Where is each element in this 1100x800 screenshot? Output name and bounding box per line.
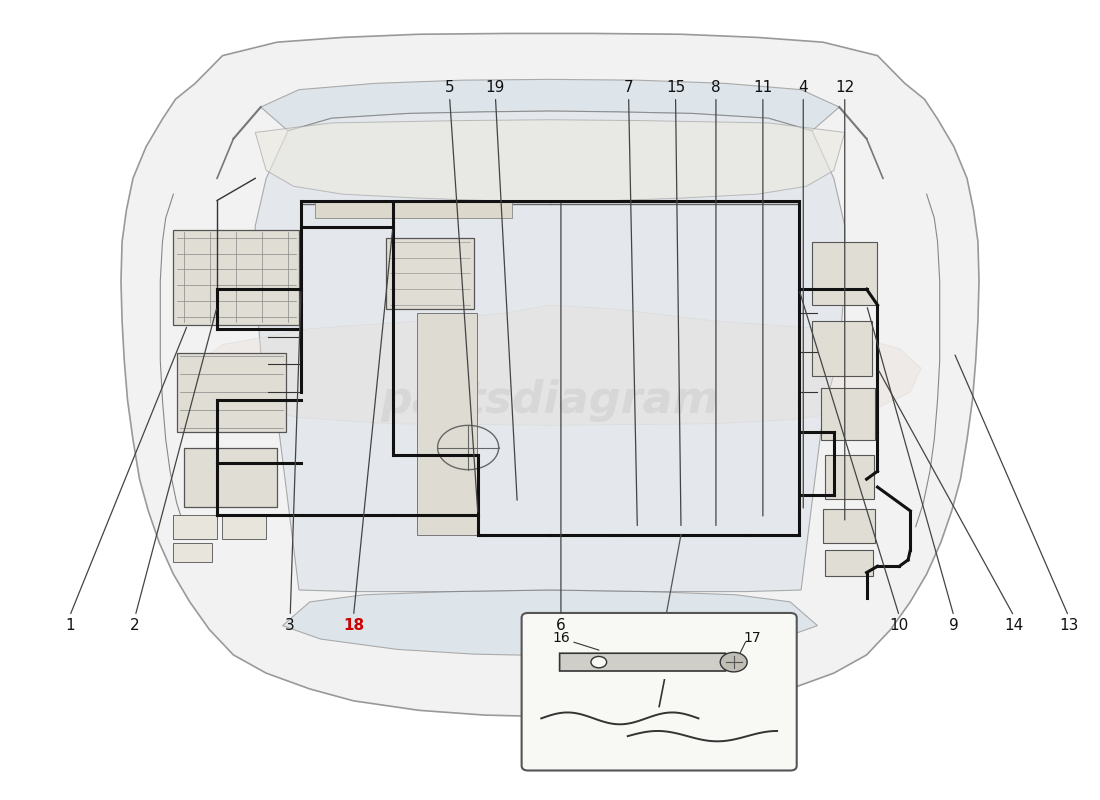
Bar [177,353,286,432]
Bar [316,202,512,218]
Text: 18: 18 [343,618,364,633]
Text: 16: 16 [552,630,570,645]
Polygon shape [255,120,845,202]
Bar [174,514,217,538]
Polygon shape [121,34,979,717]
Bar [812,242,878,305]
Text: 8: 8 [711,80,720,94]
Text: partsdiagram: partsdiagram [381,378,719,422]
Text: 12: 12 [835,80,855,94]
Bar [417,313,477,534]
Polygon shape [283,590,817,656]
Text: 4: 4 [799,80,808,94]
Text: 9: 9 [949,618,959,633]
Bar [222,514,266,538]
Bar [386,238,474,309]
Text: 5: 5 [444,80,454,94]
Bar [174,542,211,562]
Text: 13: 13 [1059,618,1078,633]
Bar [823,510,876,542]
Bar [825,455,874,499]
Text: 15: 15 [666,80,685,94]
Polygon shape [255,111,845,591]
Polygon shape [560,654,740,671]
Bar [185,447,277,507]
Circle shape [720,652,747,672]
Text: 6: 6 [556,618,565,633]
Circle shape [591,657,606,668]
Text: 11: 11 [754,80,772,94]
Bar [812,321,872,376]
Text: 7: 7 [624,80,634,94]
Text: 19: 19 [486,80,505,94]
Text: 3: 3 [285,618,295,633]
Bar [825,550,873,576]
Text: 17: 17 [744,630,761,645]
Text: 2: 2 [131,618,140,633]
Bar [821,388,876,439]
Text: 14: 14 [1004,618,1024,633]
FancyBboxPatch shape [521,613,796,770]
Polygon shape [185,305,921,426]
Text: 1: 1 [65,618,75,633]
Polygon shape [261,79,839,131]
Text: 10: 10 [890,618,909,633]
Bar [174,230,299,325]
